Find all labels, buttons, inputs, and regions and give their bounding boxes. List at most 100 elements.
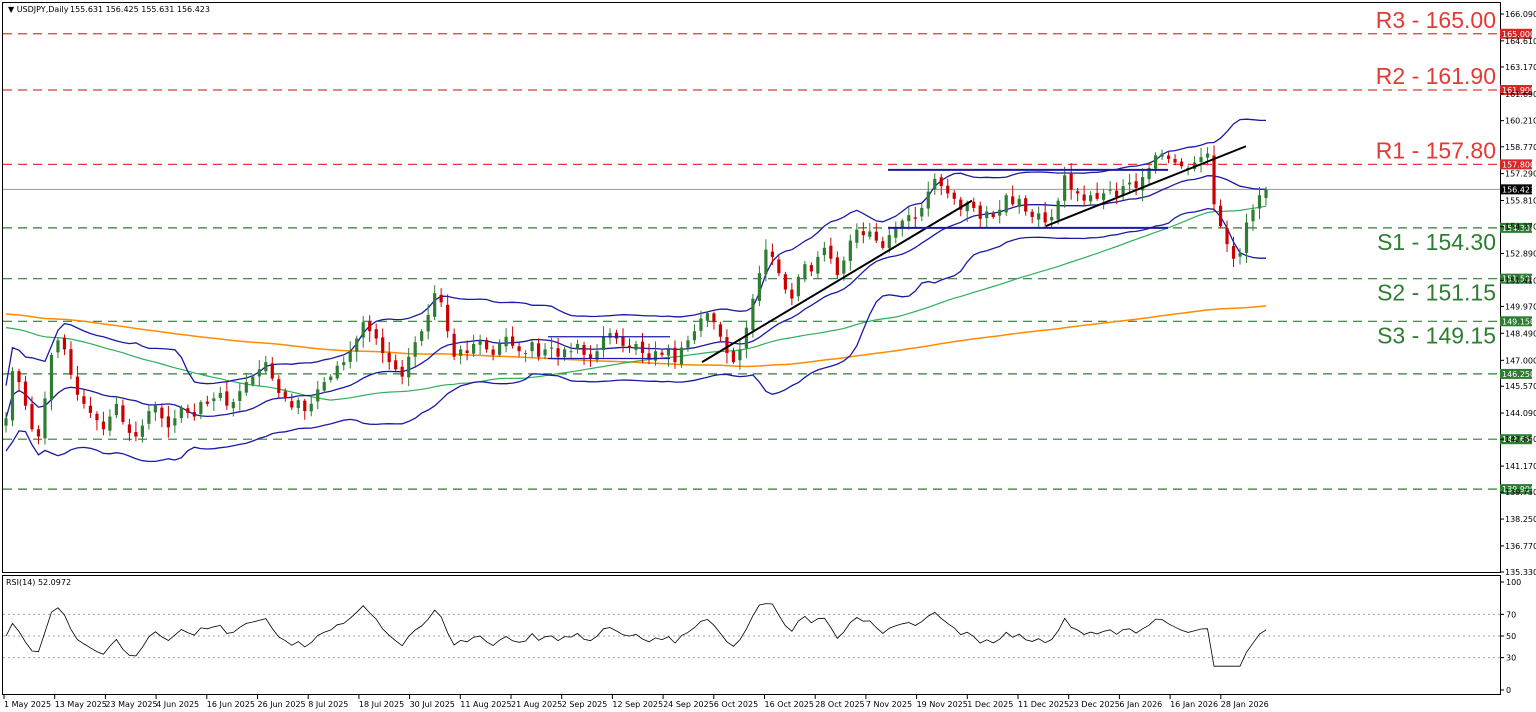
candle-body [1244,222,1249,253]
candle-body [1004,195,1008,213]
candle-body [231,402,235,409]
candle-body [218,392,222,398]
bollinger-lower-band [5,207,1266,463]
price-tick-label: 148.490 [1505,329,1536,338]
candle-body [212,398,216,402]
current-price-tag-bg [1500,184,1532,195]
candle-body [75,376,80,395]
candle-body [56,340,60,353]
candle-body [335,365,339,379]
date-tick-label: 11 Aug 2025 [460,700,511,709]
resistance-tag: 165.000 [1502,30,1535,39]
price-tick-label: 158.770 [1505,143,1536,152]
candle-body [699,318,703,331]
rsi-panel-frame [2,575,1501,695]
candle-body [861,231,865,236]
candle-body [783,274,787,290]
candle-body [387,352,391,363]
candle-body [36,429,41,437]
candle-body [660,352,664,355]
candle-body [244,382,248,393]
candle-body [523,353,528,355]
candle-body [881,241,885,248]
price-tick-label: 166.090 [1505,10,1536,19]
candle-body [439,294,443,303]
bollinger-upper-band [5,118,1267,386]
candle-body [738,349,742,361]
price-tick-label: 161.690 [1505,90,1536,99]
uptrend-line-2 [1045,145,1247,227]
candle-body [1251,209,1255,222]
candle-body [114,403,119,416]
candle-body [1050,216,1054,221]
candle-body [316,389,320,402]
candle-body [478,340,482,345]
candle-body [88,405,93,413]
support-tag: 151.500 [1502,275,1535,284]
support-tag: 146.250 [1502,370,1535,379]
candle-body [998,209,1002,216]
candle-body [23,381,28,406]
candle-body [517,346,521,352]
date-tick-label: 28 Oct 2025 [815,700,864,709]
candle-body [627,345,632,348]
resistance-tag-bg [1500,159,1532,170]
candle-body [1238,253,1242,257]
date-tick-label: 12 Sep 2025 [612,700,663,709]
support-tag: 154.300 [1502,224,1535,233]
candle-body [504,336,508,347]
candle-body [595,351,599,360]
candle-body [1225,228,1229,245]
price-tick-label: 160.210 [1505,117,1536,126]
candle-body [777,259,781,274]
candle-body [1056,200,1060,220]
candle-body [790,289,794,299]
candle-body [1011,196,1015,205]
resistance-tag: 157.800 [1502,160,1535,169]
header-symbol-text: USDJPY,Daily [17,5,69,14]
candle-body [420,331,424,341]
candle-body [536,343,541,357]
resistance-tag-bg [1500,85,1532,96]
price-tick-label: 135.330 [1505,568,1536,577]
candle-body [1212,155,1216,205]
candle-body [770,251,774,257]
support-tag-bg [1500,222,1532,233]
candle-body [1063,175,1067,201]
candle-body [342,362,346,366]
candle-body [731,351,736,363]
date-tick-label: 23 Dec 2025 [1069,700,1120,709]
candle-body [634,343,638,350]
support-label: S1 - 154.30 [1377,229,1496,255]
candle-body [368,321,372,332]
candle-body [1082,194,1086,201]
date-tick-label: 7 Nov 2025 [866,700,912,709]
date-tick-label: 18 Jul 2025 [359,700,404,709]
candle-body [621,336,625,346]
price-tick-label: 151.410 [1505,276,1536,285]
candle-body [796,276,800,297]
ma-200-line [5,305,1267,368]
candle-body [283,391,287,399]
price-tick-label: 157.290 [1505,170,1536,179]
candle-body [913,217,917,219]
rsi-tick-label: 30 [1506,654,1516,663]
candle-body [725,337,729,354]
candle-body [199,402,203,415]
candle-body [322,382,326,391]
candle-body [751,298,755,331]
candle-body [1115,190,1119,198]
candle-body [575,343,580,349]
candle-body [653,351,658,361]
candle-body [640,341,645,354]
candle-body [549,347,554,349]
candle-body [1199,157,1203,163]
candle-body [588,354,593,359]
candle-body [95,413,99,421]
date-tick-label: 11 Dec 2025 [1018,700,1069,709]
candle-body [835,257,839,276]
candle-body [264,362,268,372]
candle-body [965,202,969,212]
candle-body [764,249,768,275]
